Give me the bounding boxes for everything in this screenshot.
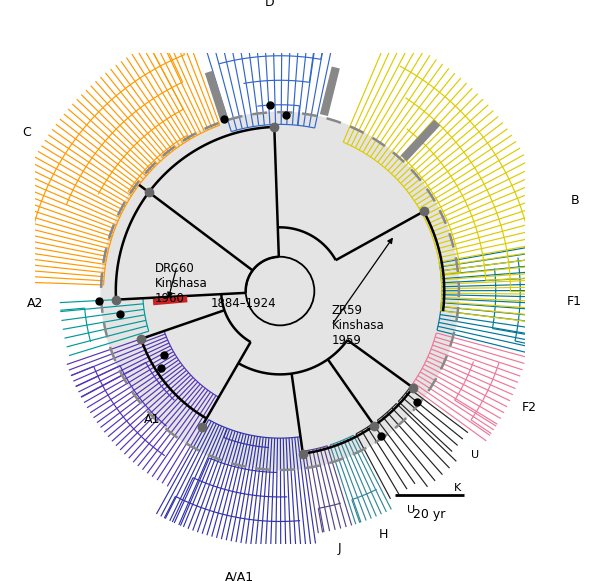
- Text: ZR59
Kinshasa
1959: ZR59 Kinshasa 1959: [331, 304, 384, 347]
- Text: D: D: [265, 0, 275, 9]
- Text: A1: A1: [143, 413, 160, 426]
- Text: F2: F2: [521, 400, 536, 414]
- Text: K: K: [454, 483, 461, 493]
- Text: C: C: [22, 126, 31, 139]
- Text: H: H: [379, 528, 388, 541]
- Text: F1: F1: [566, 295, 581, 308]
- Text: 1884–1924: 1884–1924: [211, 297, 276, 310]
- Text: J: J: [338, 543, 341, 555]
- Circle shape: [101, 112, 459, 470]
- Text: DRC60
Kinshasa
1960: DRC60 Kinshasa 1960: [155, 261, 208, 304]
- Text: U: U: [471, 450, 479, 460]
- Text: 20 yr: 20 yr: [413, 508, 446, 521]
- Text: U: U: [407, 504, 415, 515]
- Text: B: B: [571, 194, 580, 207]
- Text: A2: A2: [27, 297, 43, 310]
- Text: A/A1: A/A1: [225, 571, 254, 581]
